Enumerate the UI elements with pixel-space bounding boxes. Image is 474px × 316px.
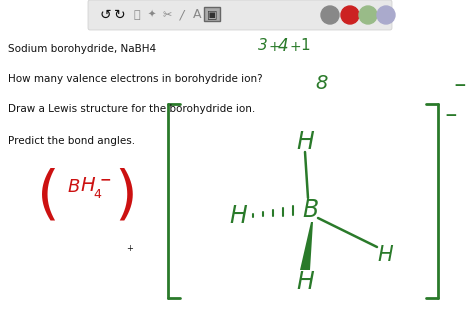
Text: 3: 3 — [258, 38, 268, 53]
Polygon shape — [300, 222, 313, 270]
Text: H: H — [296, 130, 314, 154]
Text: −: − — [444, 108, 457, 123]
Text: +: + — [269, 40, 281, 54]
Text: +: + — [127, 244, 134, 253]
Text: How many valence electrons in borohydride ion?: How many valence electrons in borohydrid… — [8, 74, 263, 84]
Text: ↻: ↻ — [114, 8, 126, 22]
Text: H: H — [296, 270, 314, 294]
Text: +: + — [290, 40, 301, 54]
Text: 4: 4 — [93, 188, 101, 201]
Text: H: H — [80, 176, 95, 195]
Text: 4: 4 — [278, 37, 289, 55]
Text: Predict the bond angles.: Predict the bond angles. — [8, 136, 135, 146]
Text: B: B — [68, 178, 81, 196]
Circle shape — [321, 6, 339, 24]
Text: ▣: ▣ — [207, 10, 217, 20]
Text: 1: 1 — [300, 38, 310, 53]
Text: /: / — [180, 9, 184, 21]
FancyBboxPatch shape — [204, 7, 220, 21]
Circle shape — [377, 6, 395, 24]
Text: H: H — [229, 204, 247, 228]
Text: B: B — [302, 198, 318, 222]
Text: H: H — [377, 245, 393, 265]
Text: −: − — [453, 78, 466, 93]
Circle shape — [359, 6, 377, 24]
Text: (: ( — [36, 168, 59, 225]
Text: ✂: ✂ — [162, 10, 172, 20]
Text: −: − — [100, 172, 111, 186]
Circle shape — [341, 6, 359, 24]
Text: Draw a Lewis structure for the borohydride ion.: Draw a Lewis structure for the borohydri… — [8, 104, 255, 114]
Text: ↺: ↺ — [99, 8, 111, 22]
Text: 8: 8 — [315, 74, 328, 93]
Text: A: A — [193, 9, 201, 21]
FancyBboxPatch shape — [88, 0, 392, 30]
Text: ⪢: ⪢ — [134, 10, 140, 20]
Text: ): ) — [115, 168, 137, 225]
Text: Sodium borohydride, NaBH4: Sodium borohydride, NaBH4 — [8, 44, 156, 54]
Text: ✦: ✦ — [148, 10, 156, 20]
